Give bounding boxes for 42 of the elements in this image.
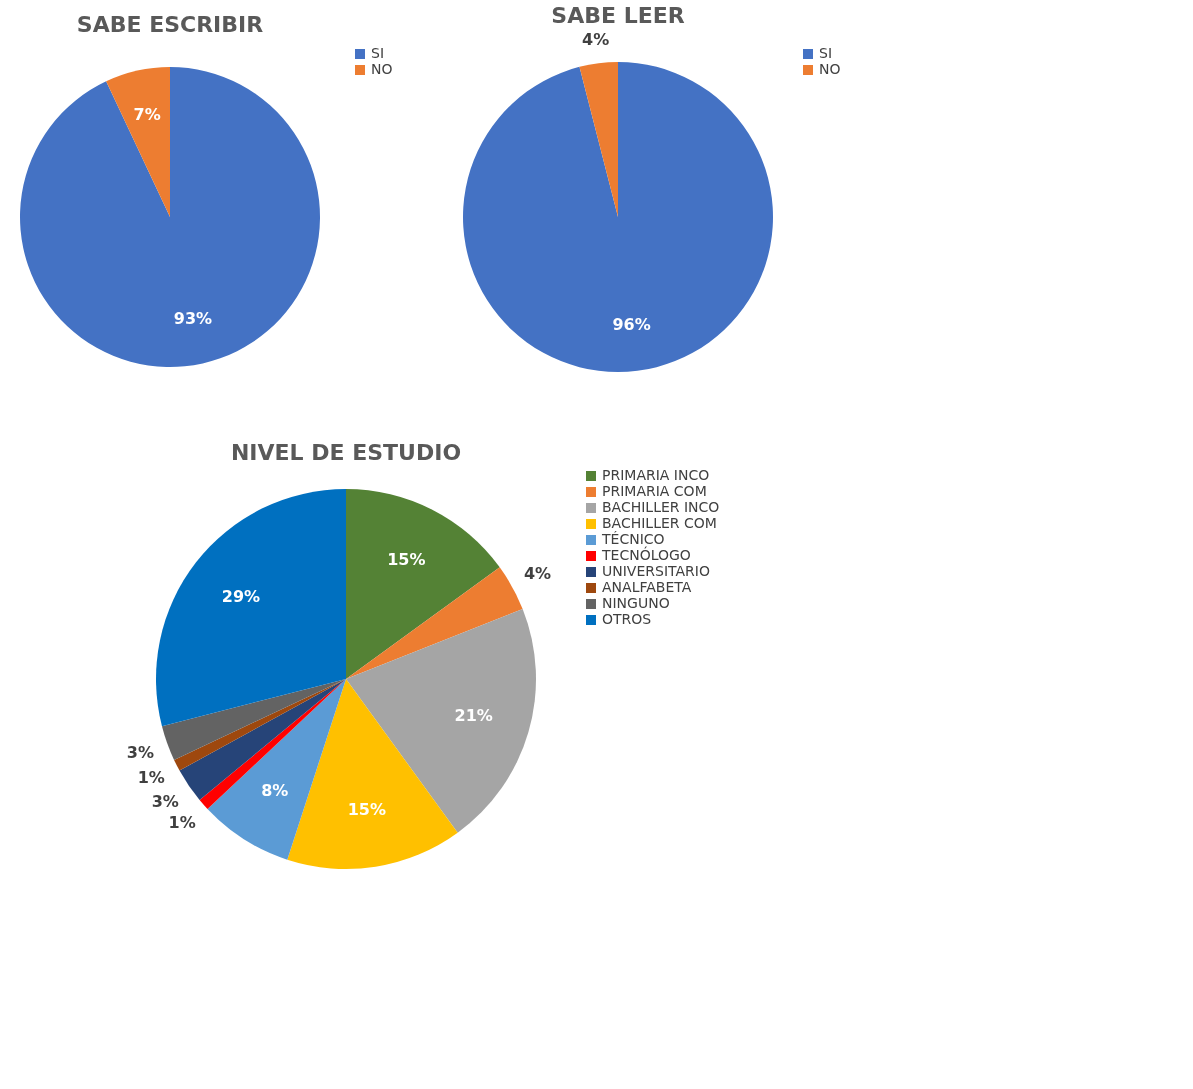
data-label: 3% [151, 791, 179, 811]
pie-slice [579, 62, 618, 217]
data-label: 29% [221, 587, 261, 607]
legend-label: SI [819, 45, 833, 61]
pie-slice [207, 679, 346, 860]
data-label: 8% [261, 781, 289, 801]
pie-slice [106, 67, 170, 217]
data-label: 1% [137, 768, 165, 788]
data-label: 1% [168, 813, 196, 833]
data-label: 7% [133, 104, 161, 124]
legend-label: ANALFABETA [602, 579, 692, 595]
pie-slice [346, 609, 536, 833]
pie-slice [161, 679, 346, 760]
data-label: 21% [454, 706, 493, 726]
legend-label: BACHILLER INCO [602, 499, 720, 515]
chart-title: SABE ESCRIBIR [76, 11, 264, 37]
pie-slice [20, 67, 320, 367]
data-label: 3% [126, 743, 154, 763]
pie-slice [346, 567, 523, 679]
legend-label: OTROS [602, 611, 652, 627]
legend-label: TÉCNICO [601, 531, 665, 547]
chart-title: SABE LEER [551, 3, 685, 29]
legend-label: NO [371, 61, 393, 77]
legend-label: BACHILLER COM [602, 515, 717, 531]
pie-slice [156, 489, 346, 727]
legend-label: PRIMARIA INCO [602, 467, 710, 483]
data-label: 4% [523, 563, 552, 583]
data-label: 15% [387, 550, 426, 570]
pie-slice [463, 62, 773, 372]
legend-label: PRIMARIA COM [602, 483, 707, 499]
data-label: 15% [347, 800, 386, 820]
pie-slice [179, 679, 346, 801]
data-label: 93% [173, 309, 213, 329]
data-label: 96% [612, 314, 651, 334]
chart-title: NIVEL DE ESTUDIO [230, 440, 462, 465]
legend-label: NINGUNO [602, 595, 670, 611]
legend-label: UNIVERSITARIO [602, 563, 710, 579]
legend-label: TECNÓLOGO [601, 546, 691, 563]
pie-slice [346, 489, 500, 679]
legend-label: NO [819, 61, 841, 77]
data-label: 4% [582, 30, 610, 50]
legend-label: SI [371, 45, 385, 61]
